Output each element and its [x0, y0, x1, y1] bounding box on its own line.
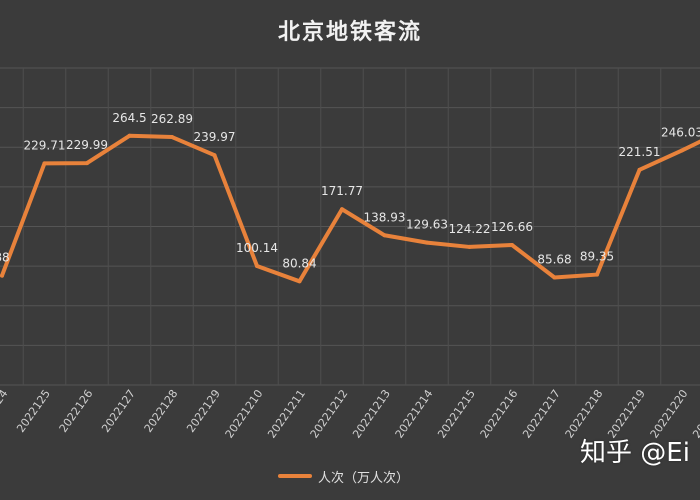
x-tick-label: 2022128	[142, 387, 181, 435]
x-tick-label: 20221216	[478, 387, 521, 440]
data-point	[85, 161, 89, 166]
x-tick-label: 20221210	[223, 387, 266, 440]
data-point	[425, 240, 429, 245]
x-tick-label: 20221221	[690, 387, 700, 440]
data-point	[297, 279, 302, 284]
data-point	[255, 264, 259, 269]
x-tick-label: 2022129	[184, 387, 223, 435]
legend-label: 人次（万人次）	[318, 470, 410, 486]
series-line	[0, 133, 700, 284]
data-label: 126.66	[491, 220, 533, 234]
x-tick-label: 2022126	[57, 387, 96, 435]
data-label: 262.89	[151, 112, 193, 126]
chart-title: 北京地铁客流	[277, 20, 422, 45]
data-label: 264.5	[112, 111, 146, 125]
data-point	[680, 148, 684, 153]
data-label: 239.97	[194, 130, 236, 144]
data-point	[212, 153, 217, 158]
data-label: 100.14	[236, 241, 278, 255]
data-label: 129.63	[406, 218, 448, 232]
data-label: 171.77	[321, 184, 363, 198]
data-point	[467, 244, 472, 249]
data-point	[510, 242, 514, 247]
x-tick-label: 2022124	[0, 387, 10, 435]
x-tick-label: 20221211	[265, 387, 308, 440]
watermark: 知乎 @Ei	[580, 438, 690, 468]
data-point	[637, 167, 642, 172]
data-point	[340, 207, 344, 212]
legend-swatch	[278, 474, 312, 478]
data-point	[595, 272, 599, 277]
data-label: 138.93	[364, 210, 406, 224]
data-point	[42, 161, 47, 166]
data-label: 89.35	[580, 250, 614, 264]
x-tick-label: 2022127	[99, 387, 138, 435]
data-point	[552, 275, 557, 280]
data-label: 85.68	[537, 252, 571, 266]
data-point	[127, 133, 132, 138]
x-tick-label: 20221217	[520, 387, 563, 440]
data-label: 124.22	[449, 222, 491, 236]
data-point	[170, 135, 174, 140]
data-label: 221.51	[619, 145, 661, 159]
data-point	[0, 273, 4, 278]
data-label: 229.99	[66, 138, 108, 152]
data-label: 229.71	[24, 138, 66, 152]
x-tick-label: 2022125	[14, 387, 53, 435]
data-label: 80.84	[282, 256, 316, 270]
x-tick-label: 20221212	[308, 387, 351, 440]
data-label: 88	[0, 251, 10, 265]
x-tick-label: 20221214	[393, 387, 436, 440]
x-tick-label: 20221215	[435, 387, 478, 440]
x-tick-label: 20221213	[350, 387, 393, 440]
data-point	[382, 233, 387, 238]
data-label: 246.03	[661, 125, 700, 139]
legend: 人次（万人次）	[278, 466, 409, 486]
